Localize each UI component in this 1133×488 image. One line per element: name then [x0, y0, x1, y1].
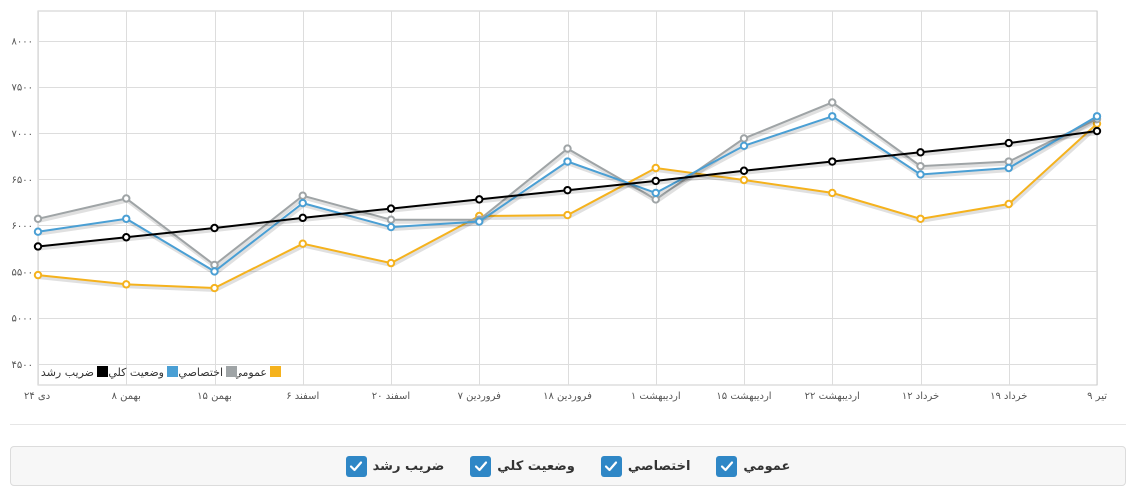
y-axis-ticks: ۴۵۰۰ ۵۰۰۰ ۵۵۰۰ ۶۰۰۰ ۶۵۰۰ ۷۰۰۰ ۷۵۰۰ ۸۰۰۰	[12, 37, 33, 371]
data-point	[122, 194, 131, 203]
data-point	[122, 233, 131, 242]
x-tick-label: ۱۹ خرداد	[990, 391, 1027, 402]
chart-grid	[37, 10, 1098, 386]
data-point	[828, 188, 837, 198]
chart-series	[33, 98, 1102, 293]
data-point	[1092, 126, 1102, 136]
data-point	[33, 214, 43, 223]
y-tick-label: ۸۰۰۰	[12, 37, 33, 48]
data-point	[298, 191, 307, 200]
x-tick-label: ۱۲ خرداد	[902, 391, 939, 402]
data-point	[298, 213, 307, 223]
legend-label-overall[interactable]: وضعيت كلي	[108, 366, 164, 379]
x-tick-label: ۱۵ اردیبهشت	[716, 391, 771, 402]
checkbox-checked-icon[interactable]	[600, 455, 622, 477]
x-tick-label: ۱ اردیبهشت	[631, 391, 681, 402]
y-tick-label: ۶۰۰۰	[12, 221, 33, 232]
y-tick-label: ۶۵۰۰	[12, 175, 33, 186]
y-tick-label: ۵۵۰۰	[12, 267, 33, 278]
x-tick-label: ۱۸ فروردین	[543, 391, 592, 402]
toggle-label-growth: ضريب رشد	[372, 458, 445, 474]
x-tick-label: ۲۲ اردیبهشت	[805, 391, 860, 402]
data-point	[1004, 199, 1013, 209]
line-chart: ۴۵۰۰ ۵۰۰۰ ۵۵۰۰ ۶۰۰۰ ۶۵۰۰ ۷۰۰۰ ۷۵۰۰ ۸۰۰۰ ۲۴ دی ۸ …	[12, 10, 1107, 402]
y-tick-label: ۷۰۰۰	[12, 129, 33, 140]
data-point	[475, 195, 484, 204]
data-point	[1092, 112, 1102, 121]
data-point	[298, 198, 307, 208]
toggle-growth[interactable]: ضريب رشد	[345, 455, 445, 477]
checkbox-checked-icon[interactable]	[470, 455, 492, 477]
checkbox-checked-icon[interactable]	[716, 455, 738, 477]
data-point	[651, 195, 660, 204]
series-line	[37, 101, 1098, 267]
legend-label-private[interactable]: اختصاصي	[178, 366, 223, 379]
data-point	[916, 214, 925, 223]
data-point	[651, 188, 660, 198]
x-tick-label: ۹ تیر	[1087, 391, 1107, 402]
y-tick-label: ۷۵۰۰	[12, 83, 33, 94]
legend-swatch-growth[interactable]	[97, 366, 108, 377]
data-point	[33, 242, 43, 251]
toggle-private[interactable]: اختصاصي	[600, 455, 691, 477]
data-point	[563, 157, 572, 166]
legend-swatch-public[interactable]	[270, 366, 281, 377]
data-point	[210, 283, 219, 293]
data-point	[739, 141, 749, 151]
plot-border	[37, 10, 1098, 386]
data-point	[828, 112, 837, 121]
data-point	[298, 239, 307, 248]
data-point	[386, 204, 396, 213]
data-point	[386, 222, 396, 232]
data-point	[33, 227, 43, 236]
series-toggle-bar: عمومي اختصاصي وضعيت كلي ضريب رشد	[10, 446, 1126, 486]
data-point	[122, 214, 131, 223]
data-point	[210, 267, 219, 276]
data-point	[916, 148, 925, 157]
checkbox-checked-icon[interactable]	[345, 455, 367, 477]
data-point	[916, 170, 925, 179]
legend-swatch-private[interactable]	[226, 366, 237, 377]
data-point	[563, 210, 572, 220]
data-point	[828, 157, 837, 166]
data-point	[651, 176, 660, 186]
data-point	[210, 260, 219, 270]
chart-legend: عمومي اختصاصي وضعيت كلي ضريب رشد	[41, 366, 281, 379]
toggle-label-public: عمومي	[743, 458, 791, 474]
x-tick-label: ۱۵ بهمن	[197, 391, 232, 402]
data-point	[739, 175, 749, 185]
x-tick-label: ۸ بهمن	[112, 391, 141, 402]
toggle-public[interactable]: عمومي	[716, 455, 791, 477]
data-point	[916, 161, 925, 171]
toggle-label-overall: وضعيت كلي	[497, 458, 575, 474]
data-point	[33, 270, 43, 280]
data-point	[122, 280, 131, 289]
data-point	[210, 223, 219, 233]
x-axis-ticks: ۲۴ دی ۸ بهمن ۱۵ بهمن ۶ اسفند ۲۰ اسفند ۷ فرورد…	[24, 391, 1107, 402]
data-point	[475, 217, 484, 226]
data-point	[828, 98, 837, 107]
legend-label-growth[interactable]: ضريب رشد	[41, 366, 94, 379]
y-tick-label: ۴۵۰۰	[12, 360, 33, 371]
x-tick-label: ۲۰ اسفند	[372, 391, 410, 402]
data-point	[386, 258, 396, 268]
data-point	[563, 185, 572, 195]
data-point	[651, 163, 660, 173]
data-point	[739, 134, 749, 143]
data-point	[1004, 163, 1013, 173]
data-point	[386, 215, 396, 224]
legend-swatch-overall[interactable]	[167, 366, 178, 377]
legend-label-public[interactable]: عمومي	[233, 366, 267, 379]
divider	[10, 424, 1126, 425]
toggle-overall[interactable]: وضعيت كلي	[470, 455, 575, 477]
x-tick-label: ۷ فروردین	[458, 391, 502, 402]
y-tick-label: ۵۰۰۰	[12, 314, 33, 325]
data-point	[1004, 157, 1013, 166]
data-point	[1004, 138, 1013, 148]
x-tick-label: ۲۴ دی	[24, 391, 50, 402]
toggle-label-private: اختصاصي	[627, 458, 691, 474]
data-point	[739, 166, 749, 175]
x-tick-label: ۶ اسفند	[286, 391, 319, 402]
data-point	[563, 144, 572, 153]
